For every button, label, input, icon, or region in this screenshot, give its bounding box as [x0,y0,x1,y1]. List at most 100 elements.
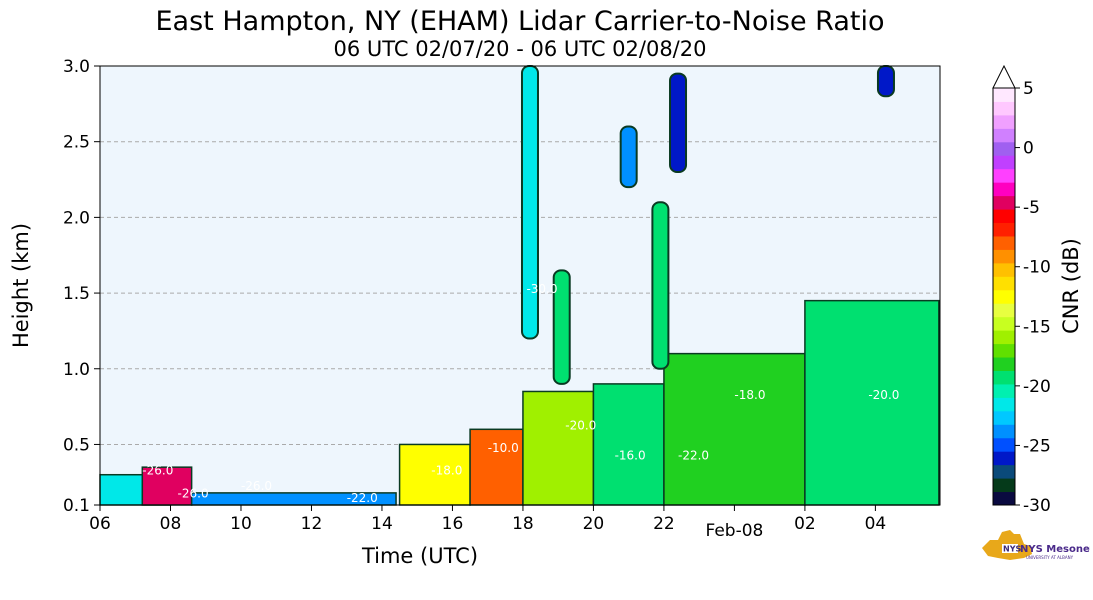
colorbar-swatch [993,262,1015,277]
colorbar-swatch [993,370,1015,385]
y-axis-label: Height (km) [9,223,33,348]
colorbar-swatch [993,276,1015,291]
cnr-region [663,352,806,506]
colorbar-swatch [993,478,1015,493]
x-tick-label: 04 [865,514,887,534]
colorbar-swatch [993,410,1015,425]
contour-label: -22.0 [347,491,378,505]
cloud-plume [619,125,638,189]
colorbar-swatch [993,209,1015,224]
chart-title: East Hampton, NY (EHAM) Lidar Carrier-to… [155,6,885,37]
colorbar-swatch [993,451,1015,466]
x-tick-label: 18 [512,514,534,534]
cnr-region-fill [398,443,471,506]
y-tick-label: 0.5 [63,435,90,455]
contour-label: -26.0 [178,486,209,500]
cloud-plume [876,65,895,98]
svg-text:NYS: NYS [1003,545,1021,554]
contour-label: -22.0 [678,449,709,463]
colorbar-swatch [993,88,1015,102]
colorbar-frame [992,87,1016,506]
x-tick-label: 02 [794,514,816,534]
colorbar-swatch [993,464,1015,479]
cnr-region [141,466,193,506]
colorbar-tick-label: -25 [1023,436,1051,456]
cnr-region [522,390,595,506]
colorbar-swatch [993,101,1015,116]
cnr-region [398,443,471,506]
x-tick-label: Feb-08 [705,521,763,541]
chart-subtitle: 06 UTC 02/07/20 - 06 UTC 02/08/20 [333,37,707,61]
cnr-region-fill [804,299,940,506]
contour-label: -26.0 [142,464,173,478]
y-tick-label: 2.0 [63,208,90,228]
colorbar-swatch [993,491,1015,506]
colorbar-swatch [993,424,1015,439]
cnr-region-fill [592,383,665,506]
y-tick-label: 3.0 [63,57,90,77]
colorbar-tick-label: -15 [1023,317,1051,337]
x-tick-label: 10 [230,514,252,534]
colorbar-swatch [993,357,1015,371]
colorbar-tick-label: -5 [1023,198,1040,218]
colorbar-tick-label: -20 [1023,377,1051,397]
colorbar-swatch [993,182,1015,197]
colorbar-swatch [993,437,1015,452]
contour-label: -16.0 [615,449,646,463]
cnr-region-fill [522,390,595,506]
cloud-plume [552,269,571,385]
y-tick-label: 2.5 [63,133,90,153]
cloud-plume [520,65,539,340]
colorbar-swatch [993,114,1015,129]
y-tick-label: 0.1 [63,496,90,516]
colorbar-swatch [993,195,1015,210]
cnr-region-fill [141,466,193,506]
y-tick-label: 1.5 [63,284,90,304]
cloud-plume [669,72,688,173]
contour-label: -30.0 [526,282,557,296]
x-tick-label: 14 [371,514,393,534]
colorbar-swatch [993,383,1015,398]
x-tick-label: 06 [89,514,111,534]
colorbar-label: CNR (dB) [1059,238,1083,334]
cnr-region-fill [663,352,806,506]
colorbar-tick-label: 5 [1023,79,1034,99]
contour-label: -20.0 [565,418,596,432]
colorbar-swatch [993,397,1015,412]
colorbar-swatch [993,235,1015,250]
colorbar-tick-label: -30 [1023,496,1051,516]
contour-label: -20.0 [868,388,899,402]
colorbar-extend-arrow [992,64,1016,89]
x-axis-label: Time (UTC) [361,544,478,568]
colorbar-tick-label: -10 [1023,258,1051,278]
colorbar-swatch [993,249,1015,264]
colorbar-swatch [993,155,1015,170]
colorbar-swatch [993,222,1015,237]
colorbar-swatch [993,343,1015,358]
colorbar-swatch [993,303,1015,318]
contour-label: -26.0 [241,479,272,493]
cnr-region [592,383,665,506]
colorbar-swatch [993,128,1015,143]
colorbar-swatch [993,330,1015,345]
y-tick-label: 1.0 [63,360,90,380]
x-tick-label: 22 [653,514,675,534]
nys-mesonet-logo: NYS NYS Mesonet UNIVERSITY AT ALBANY [982,530,1090,560]
colorbar-swatch [993,168,1015,183]
colorbar-swatch [993,141,1015,156]
colorbar-swatch [993,316,1015,331]
contour-label: -10.0 [488,441,519,455]
logo-text: NYS Mesonet [1020,544,1090,555]
contour-label: -18.0 [431,464,462,478]
cloud-plume [651,201,670,370]
plot-frame [99,65,941,506]
colorbar-swatch [993,289,1015,304]
x-tick-label: 12 [301,514,323,534]
contour-label: -18.0 [734,388,765,402]
colorbar-tick-label: 0 [1023,139,1034,159]
cnr-region [804,299,940,506]
x-tick-label: 08 [160,514,182,534]
x-tick-label: 20 [583,514,605,534]
x-tick-label: 16 [442,514,464,534]
